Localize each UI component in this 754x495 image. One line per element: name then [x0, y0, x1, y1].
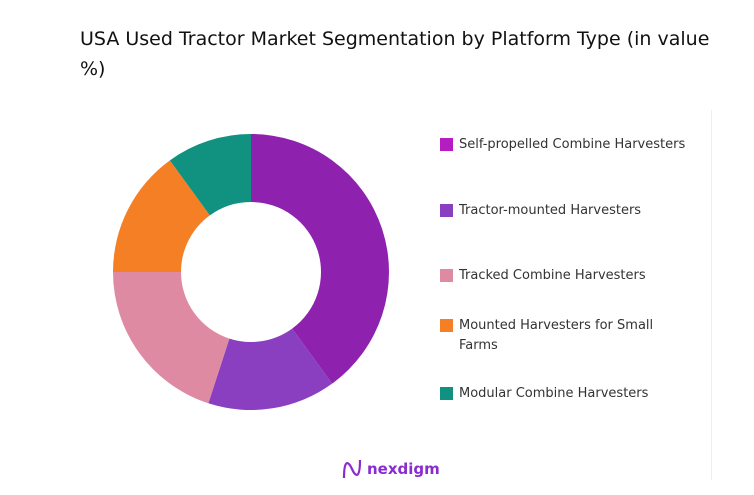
legend-label: Modular Combine Harvesters: [459, 386, 649, 401]
legend-item: Modular Combine Harvesters: [440, 384, 710, 404]
legend-item: Tracked Combine Harvesters: [440, 266, 710, 286]
nexdigm-logo-icon: [342, 459, 362, 479]
legend-item: Tractor-mounted Harvesters: [440, 201, 710, 221]
donut-slice: [169, 134, 251, 216]
legend-swatch: [440, 269, 453, 282]
donut-slice: [251, 134, 390, 384]
legend-swatch: [440, 204, 453, 217]
donut-slice: [208, 328, 333, 411]
legend-label: Mounted Harvesters for Small Farms: [459, 318, 654, 353]
legend-swatch: [440, 319, 453, 332]
legend-label: Tractor-mounted Harvesters: [459, 203, 642, 218]
logo-text: nexdigm: [367, 460, 440, 478]
legend-label: Self-propelled Combine Harvesters: [459, 137, 686, 152]
donut-slice: [113, 272, 230, 404]
legend-swatch: [440, 387, 453, 400]
nexdigm-logo: nexdigm: [342, 458, 440, 480]
legend-item: Mounted Harvesters for Small Farms: [440, 316, 710, 356]
legend-item: Self-propelled Combine Harvesters: [440, 135, 710, 155]
divider: [711, 110, 712, 480]
donut-slice: [113, 160, 210, 272]
legend-label: Tracked Combine Harvesters: [459, 268, 646, 283]
legend-swatch: [440, 138, 453, 151]
chart-title: USA Used Tractor Market Segmentation by …: [80, 28, 710, 80]
